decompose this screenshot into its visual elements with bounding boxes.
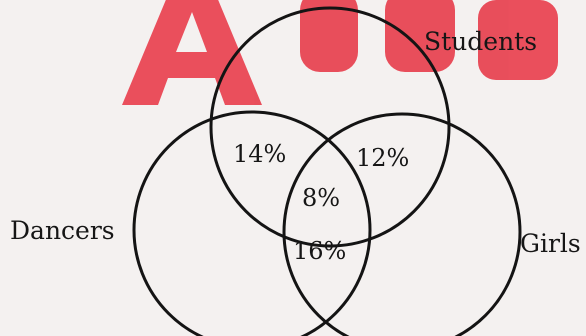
dancers-circle (132, 110, 372, 336)
watermark-letter-d (300, 0, 358, 72)
students-dancers-region-value: 14% (233, 140, 286, 168)
students-circle (209, 6, 451, 248)
watermark-letter-a (122, 0, 262, 105)
watermark-letter-a2 (478, 0, 558, 80)
adda-watermark (122, 0, 558, 105)
watermark-letter-d2 (385, 0, 455, 72)
students-label: Students (424, 27, 537, 56)
girls-circle (282, 112, 522, 336)
dancers-label: Dancers (10, 216, 115, 245)
all-three-region-value: 8% (302, 184, 340, 212)
girls-label: Girls (520, 229, 581, 258)
dancers-girls-region-value: 16% (293, 237, 346, 265)
students-girls-region-value: 12% (356, 144, 409, 172)
